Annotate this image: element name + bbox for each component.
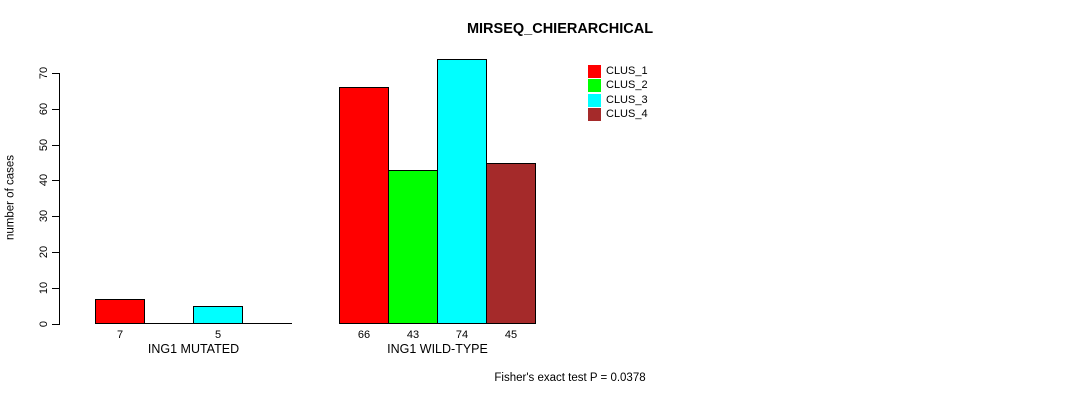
y-axis-tick-label: 70 bbox=[38, 66, 50, 80]
group-label-ing1-wild-type: ING1 WILD-TYPE bbox=[387, 342, 488, 356]
legend-label-clus_4: CLUS_4 bbox=[606, 108, 648, 121]
y-axis-tick bbox=[52, 109, 60, 110]
y-axis-tick bbox=[52, 288, 60, 289]
fisher-test-annotation: Fisher's exact test P = 0.0378 bbox=[494, 372, 646, 384]
y-axis-line bbox=[59, 73, 60, 325]
y-axis-tick-label: 60 bbox=[38, 102, 50, 116]
y-axis-tick-label: 20 bbox=[38, 245, 50, 259]
y-axis-tick-label: 0 bbox=[38, 320, 50, 328]
bar-zero-clus_4 bbox=[242, 323, 292, 324]
bar-zero-clus_2 bbox=[144, 323, 194, 324]
bar-clus_1 bbox=[339, 87, 389, 324]
y-axis-tick bbox=[52, 252, 60, 253]
bar-value-label: 5 bbox=[214, 329, 222, 341]
y-axis-tick-label: 30 bbox=[38, 209, 50, 223]
bar-clus_3 bbox=[437, 59, 487, 324]
legend-label-clus_1: CLUS_1 bbox=[606, 65, 648, 77]
bar-clus_2 bbox=[388, 170, 438, 324]
legend-swatch-clus_3 bbox=[588, 93, 601, 107]
y-axis-tick bbox=[52, 216, 60, 217]
group-label-ing1-mutated: ING1 MUTATED bbox=[147, 342, 240, 356]
bar-clus_4 bbox=[486, 163, 536, 324]
legend-label-clus_2: CLUS_2 bbox=[606, 79, 648, 92]
y-axis-tick bbox=[52, 145, 60, 146]
bar-value-label: 74 bbox=[455, 329, 469, 341]
bar-value-label: 45 bbox=[504, 329, 518, 341]
legend-swatch-clus_1 bbox=[588, 65, 601, 78]
y-axis-tick bbox=[52, 324, 60, 325]
bar-clus_3 bbox=[193, 306, 243, 324]
y-axis-tick bbox=[52, 180, 60, 181]
legend-swatch-clus_2 bbox=[588, 79, 601, 93]
y-axis-tick bbox=[52, 73, 60, 74]
bar-value-label: 66 bbox=[357, 329, 371, 341]
y-axis-tick-label: 40 bbox=[38, 173, 50, 187]
bar-value-label: 43 bbox=[406, 329, 420, 341]
chart-title: MIRSEQ_CHIERARCHICAL bbox=[466, 21, 654, 37]
bar-value-label: 7 bbox=[116, 329, 124, 341]
y-axis-tick-label: 50 bbox=[38, 138, 50, 152]
y-axis-label: number of cases bbox=[4, 155, 17, 241]
bar-clus_1 bbox=[95, 299, 145, 324]
legend-swatch-clus_4 bbox=[588, 108, 601, 122]
legend-label-clus_3: CLUS_3 bbox=[606, 93, 648, 106]
y-axis-tick-label: 10 bbox=[38, 281, 50, 295]
